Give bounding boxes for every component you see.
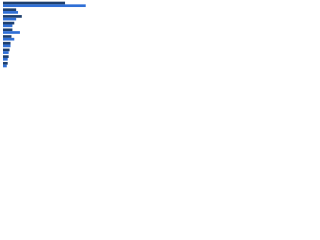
bar [3,51,9,54]
bar [3,8,17,12]
bar [3,24,13,28]
bar [3,11,19,14]
bar [3,37,15,41]
bar [3,55,9,58]
bar [3,57,8,61]
bar [3,64,7,68]
bar [3,21,15,25]
bar [3,15,22,18]
bar [3,17,17,21]
bar [3,28,13,32]
chart [3,1,86,68]
bar [3,44,11,48]
bar [3,41,11,45]
bar [3,48,10,52]
bar [3,35,12,38]
bar [3,61,8,65]
bar [3,4,86,8]
bar [3,31,20,34]
bar [3,1,66,5]
